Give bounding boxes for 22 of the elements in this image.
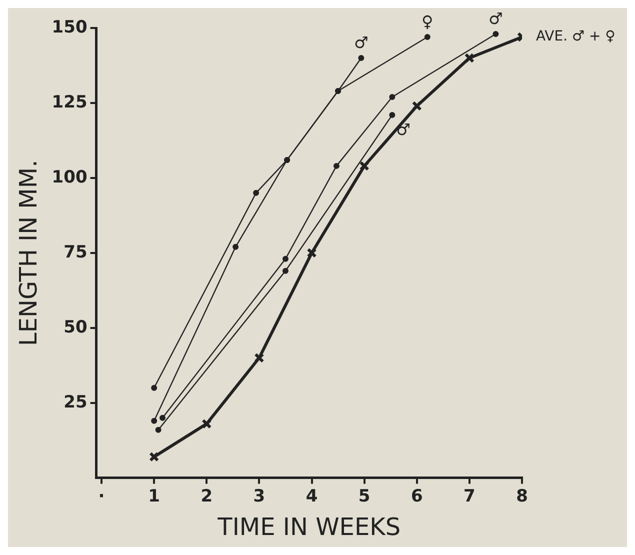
x-tick-label: 8: [516, 486, 528, 506]
series-label: ♂: [488, 9, 503, 28]
x-tick-label: 6: [410, 486, 423, 506]
x-tick-label: 4: [306, 486, 318, 506]
x-tick-label: ·: [98, 486, 105, 506]
y-axis-title: LENGTH IN MM.: [14, 160, 43, 346]
y-tick-label: 150: [52, 17, 88, 38]
x-tick-label: 3: [253, 486, 266, 506]
y-tick-label: 125: [52, 92, 88, 112]
series-label: AVE. ♂ + ♀: [536, 28, 616, 45]
y-tick-label: 100: [52, 167, 88, 188]
y-tick-label: 75: [64, 242, 88, 262]
y-tick-label: 25: [64, 392, 88, 412]
x-tick-label: 2: [200, 486, 213, 506]
x-tick-label: 1: [148, 486, 160, 506]
x-tick-label: 5: [358, 486, 370, 506]
series-label: ♀: [422, 12, 434, 32]
x-tick-label: 7: [464, 486, 476, 506]
series-label: ♂: [354, 33, 368, 52]
x-axis-title: TIME IN WEEKS: [216, 512, 401, 541]
y-tick-label: 50: [64, 317, 88, 338]
series-label: ♂: [396, 120, 411, 140]
